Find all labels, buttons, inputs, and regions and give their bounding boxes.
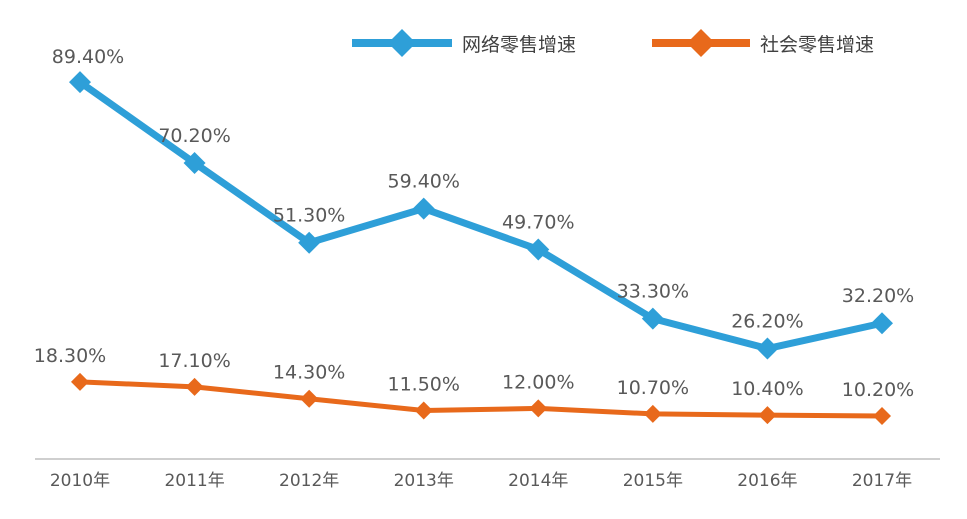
data-label-series-0: 33.30%: [617, 281, 689, 303]
data-label-series-1: 14.30%: [273, 362, 345, 384]
data-label-series-1: 17.10%: [158, 350, 230, 372]
series-line-0: [76, 78, 886, 353]
series-0-point: [412, 197, 435, 220]
data-label-series-0: 26.20%: [731, 311, 803, 333]
legend-marker-1: [687, 29, 715, 57]
data-label-series-1: 10.70%: [617, 377, 689, 399]
series-1-point: [758, 406, 777, 425]
series-0-point: [298, 231, 321, 254]
data-label-series-0: 49.70%: [502, 211, 574, 233]
x-tick-label: 2016年: [737, 471, 797, 491]
data-label-series-0: 59.40%: [387, 171, 459, 193]
data-label-series-1: 11.50%: [387, 374, 459, 396]
data-label-series-0: 70.20%: [158, 125, 230, 147]
series-0-point: [871, 312, 893, 335]
x-tick-label: 2010年: [50, 471, 110, 491]
series-1-point: [414, 401, 433, 420]
series-0-point: [183, 152, 206, 175]
data-label-series-1: 12.00%: [502, 371, 574, 393]
x-tick-label: 2015年: [623, 471, 683, 491]
data-label-series-1: 10.20%: [842, 379, 914, 401]
data-label-series-1: 18.30%: [34, 345, 106, 367]
series-1-point: [71, 372, 89, 391]
series-1-point: [185, 377, 204, 396]
x-tick-label: 2011年: [164, 471, 224, 491]
series-0-point: [527, 238, 550, 261]
data-label-series-1: 10.40%: [731, 378, 803, 400]
series-1-point: [873, 406, 891, 425]
data-label-series-0: 89.40%: [52, 46, 124, 68]
series-1-point: [529, 399, 548, 418]
series-0-point: [641, 307, 664, 330]
x-tick-label: 2017年: [852, 471, 912, 491]
x-tick-label: 2013年: [394, 471, 454, 491]
legend-label-1: 社会零售增速: [760, 34, 874, 56]
x-tick-label: 2014年: [508, 471, 568, 491]
data-label-series-0: 51.30%: [273, 205, 345, 227]
legend-label-0: 网络零售增速: [462, 34, 576, 56]
data-label-series-0: 32.20%: [842, 285, 914, 307]
x-tick-label: 2012年: [279, 471, 339, 491]
series-0-point: [69, 71, 91, 94]
legend-marker-0: [388, 29, 416, 57]
series-line-1: [77, 379, 885, 419]
series-1-point: [643, 404, 662, 423]
series-0-point: [756, 337, 779, 360]
series-1-point: [300, 389, 319, 408]
